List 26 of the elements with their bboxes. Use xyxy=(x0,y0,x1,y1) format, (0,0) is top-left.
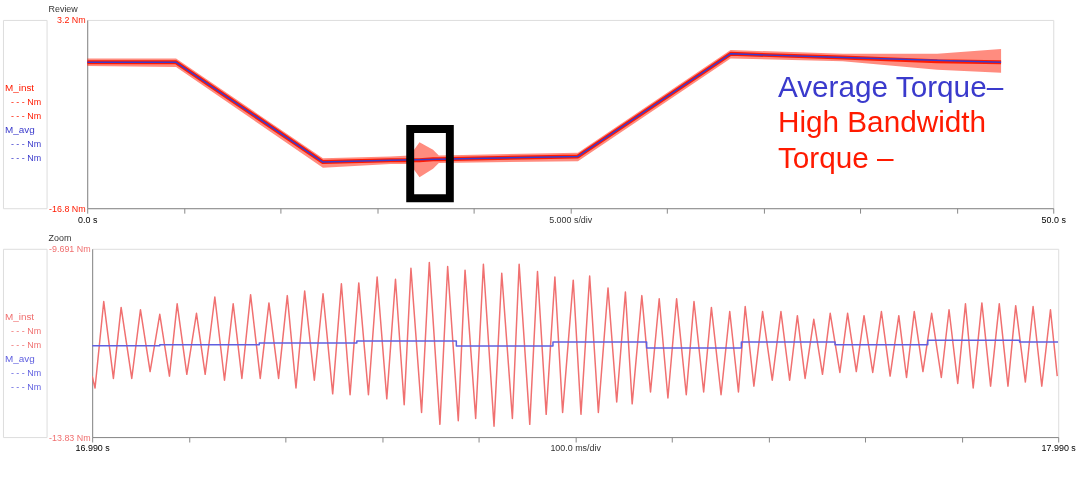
text: - - - Nm xyxy=(10,325,42,336)
y-tick-label: 3.2 Nm xyxy=(56,15,86,26)
y-tick-label: -9.691 Nm xyxy=(49,244,91,255)
text: - - - Nm xyxy=(10,110,42,121)
text: - - - Nm xyxy=(10,139,42,150)
y-tick-label: -13.83 Nm xyxy=(49,432,91,443)
annotation: Average Torque– xyxy=(777,69,1004,103)
text: - - - Nm xyxy=(10,339,42,350)
x-tick-label: 16.990 s xyxy=(75,443,111,454)
text: 100.0 ms/div xyxy=(550,443,602,454)
text: M_avg xyxy=(4,352,35,364)
text: M_avg xyxy=(4,124,35,136)
text: 5.000 s/div xyxy=(549,214,593,225)
y-tick-label: -16.8 Nm xyxy=(49,203,86,214)
x-tick-label: 50.0 s xyxy=(1041,214,1067,225)
text: - - - Nm xyxy=(10,382,42,393)
x-tick-label: 0.0 s xyxy=(78,214,98,225)
chart-title: Review xyxy=(48,4,79,15)
text: M_inst xyxy=(4,310,35,322)
x-tick-label: 17.990 s xyxy=(1041,443,1077,454)
chart-title: Zoom xyxy=(48,232,72,243)
text: - - - Nm xyxy=(10,153,42,164)
text: - - - Nm xyxy=(10,96,42,107)
annotation: High Bandwidth Torque – xyxy=(777,105,987,174)
text: - - - Nm xyxy=(10,368,42,379)
text: M_inst xyxy=(4,81,35,93)
